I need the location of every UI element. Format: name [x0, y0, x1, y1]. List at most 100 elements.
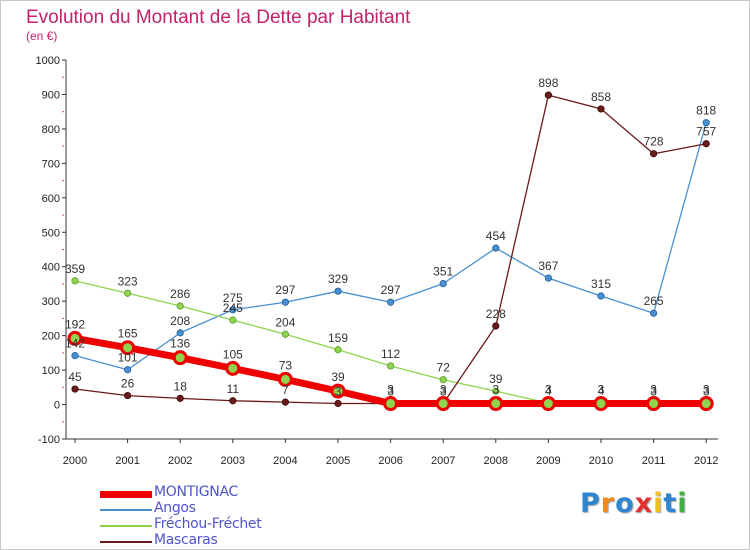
- data-label: 136: [170, 337, 190, 351]
- data-label: 208: [170, 314, 190, 328]
- data-point: [540, 396, 556, 412]
- data-label: 297: [275, 283, 295, 297]
- data-label: 858: [591, 90, 611, 104]
- data-label: 3: [335, 385, 342, 399]
- data-point: [229, 316, 237, 324]
- y-tick-label: 200: [42, 331, 60, 343]
- data-point: [71, 352, 79, 360]
- data-point: [225, 360, 241, 376]
- data-point: [124, 289, 132, 297]
- data-label: 3: [545, 383, 552, 397]
- data-point: [386, 362, 395, 370]
- logo-letter: i: [677, 488, 688, 519]
- data-point: [702, 140, 710, 148]
- legend-swatch: [100, 541, 152, 543]
- data-label: 898: [538, 76, 558, 90]
- data-label: 11: [227, 382, 240, 396]
- y-tick-label: 900: [42, 89, 60, 101]
- data-label: 26: [121, 377, 135, 391]
- logo-letter: o: [615, 488, 635, 519]
- data-label: 159: [328, 331, 348, 345]
- data-point: [698, 396, 714, 412]
- legend-label: Fréchou-Fréchet: [154, 516, 262, 532]
- data-point: [597, 105, 605, 113]
- data-point: [124, 366, 132, 374]
- data-point: [646, 396, 662, 412]
- legend-swatch: [100, 509, 152, 511]
- data-label: 39: [489, 372, 503, 386]
- data-label: 101: [118, 351, 138, 365]
- logo-letter: i: [653, 488, 664, 519]
- data-point: [383, 396, 399, 412]
- y-tick-label: 700: [42, 158, 60, 170]
- data-label: 265: [644, 294, 664, 308]
- data-point: [281, 298, 289, 306]
- legend-swatch: [100, 491, 152, 498]
- logo-letter: x: [634, 488, 654, 519]
- chart-axes: -100 0 100 200 300 400 500 600 700 800 900 1000 2000…: [36, 55, 719, 467]
- data-label: 359: [65, 262, 85, 276]
- data-label: 45: [68, 370, 82, 384]
- logo-letter: r: [600, 488, 616, 519]
- data-label: 818: [696, 104, 716, 118]
- data-point: [649, 150, 658, 158]
- data-point: [277, 371, 293, 387]
- data-label: 3: [387, 383, 394, 397]
- data-label: 4: [545, 384, 552, 398]
- logo-letter: P: [580, 488, 601, 519]
- data-point: [435, 396, 451, 412]
- data-label: 72: [437, 361, 451, 375]
- data-point: [544, 274, 553, 282]
- data-point: [71, 385, 79, 393]
- data-label: 367: [538, 259, 558, 273]
- data-label: 4: [598, 384, 605, 398]
- data-label: 228: [486, 307, 506, 321]
- data-label: 297: [381, 283, 401, 297]
- x-tick-label: 2010: [589, 455, 613, 467]
- x-tick-label: 2012: [694, 455, 718, 467]
- data-point: [334, 399, 342, 408]
- data-label: 3: [387, 385, 394, 399]
- data-point: [334, 346, 342, 354]
- y-tick-label: 1000: [36, 55, 60, 67]
- data-label: 3: [703, 383, 710, 397]
- data-label: 275: [223, 291, 243, 305]
- x-tick-label: 2002: [168, 455, 192, 467]
- data-point: [120, 340, 136, 356]
- data-point: [67, 330, 83, 346]
- data-point: [492, 387, 500, 395]
- data-point: [176, 329, 184, 337]
- data-label: 112: [381, 347, 400, 361]
- y-tick-label: 500: [42, 227, 60, 239]
- chart-subtitle: (en €): [26, 29, 57, 43]
- x-tick-label: 2000: [63, 455, 87, 467]
- legend-item: Angos: [100, 500, 400, 518]
- data-label: 351: [433, 265, 453, 279]
- data-label: 204: [275, 315, 295, 329]
- data-label: 315: [591, 277, 611, 291]
- legend-label: Angos: [154, 500, 196, 516]
- data-point: [488, 396, 504, 412]
- data-label: 286: [170, 287, 190, 301]
- data-label: 18: [174, 379, 188, 393]
- data-label: 165: [118, 327, 138, 341]
- chart-title: Evolution du Montant de la Dette par Hab…: [26, 7, 411, 28]
- y-tick-label: 800: [42, 124, 60, 136]
- data-label: 3: [492, 383, 499, 397]
- y-tick-label: 100: [42, 365, 60, 377]
- data-label: 105: [223, 347, 243, 361]
- data-label: 142: [65, 337, 85, 351]
- series-layer: [67, 91, 714, 412]
- data-label: 3: [440, 385, 447, 399]
- data-label: 454: [486, 229, 506, 243]
- legend-swatch: [100, 525, 152, 527]
- x-tick-label: 2001: [115, 455, 139, 467]
- x-tick-label: 2004: [273, 455, 297, 467]
- x-tick-label: 2007: [431, 455, 455, 467]
- x-tick-label: 2008: [484, 455, 508, 467]
- data-point: [281, 398, 289, 406]
- data-label: 757: [696, 125, 716, 139]
- data-label: 3: [650, 385, 657, 399]
